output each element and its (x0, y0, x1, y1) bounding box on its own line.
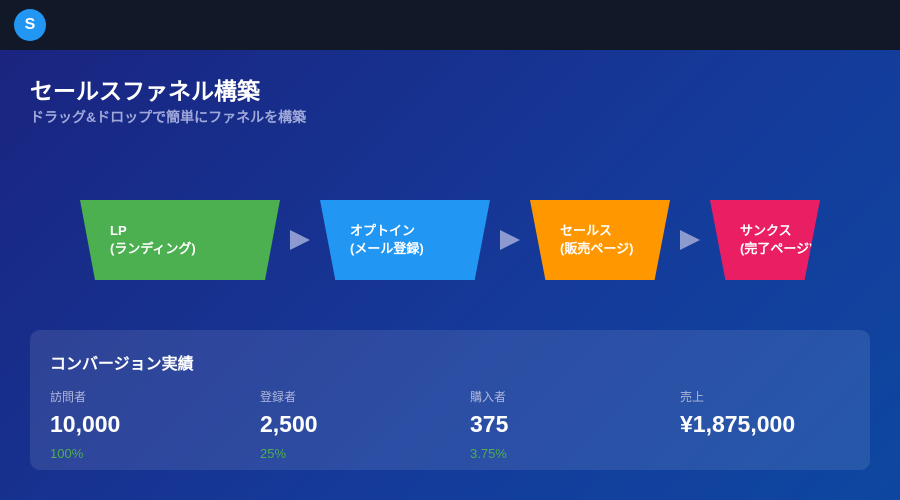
arrow-right-icon (290, 230, 310, 250)
metric-sales: 売上 ¥1,875,000 (680, 388, 795, 438)
funnel-stage-sales[interactable]: セールス (販売ページ) (530, 200, 670, 280)
metric-purchasers: 購入者 375 3.75% (470, 388, 508, 461)
card-title: コンバージョン実績 (50, 356, 194, 373)
stage-subtitle: (完了ページ) (740, 241, 814, 256)
stage-title: サンクス (740, 223, 792, 238)
metric-value: 2,500 (260, 411, 318, 437)
metric-label: 訪問者 (50, 390, 87, 404)
metric-value: 10,000 (50, 411, 121, 437)
metric-value: 375 (470, 411, 509, 437)
metric-percent: 100% (50, 446, 84, 461)
stage-title: オプトイン (350, 223, 416, 238)
metric-visitors: 訪問者 10,000 100% (50, 388, 120, 461)
funnel-stage-lp[interactable]: LP (ランディング) (80, 200, 280, 280)
metric-registrations: 登録者 2,500 25% (260, 388, 318, 461)
metric-percent: 25% (260, 446, 287, 461)
stage-subtitle: (販売ページ) (560, 241, 634, 256)
metric-label: 登録者 (260, 390, 297, 404)
conversion-card: コンバージョン実績 訪問者 10,000 100% 登録者 2,500 25% … (30, 330, 870, 470)
stage-subtitle: (メール登録) (350, 241, 424, 256)
metric-label: 売上 (680, 390, 705, 404)
metric-percent: 3.75% (470, 446, 507, 461)
arrow-right-icon (500, 230, 520, 250)
stage-title: セールス (560, 223, 613, 238)
arrow-right-icon (680, 230, 700, 250)
stage-subtitle: (ランディング) (110, 241, 196, 256)
funnel-stage-optin[interactable]: オプトイン (メール登録) (320, 200, 490, 280)
metric-label: 購入者 (470, 390, 507, 404)
metric-value: ¥1,875,000 (680, 411, 796, 437)
logo-avatar[interactable]: S (14, 9, 46, 41)
page-title: セールスファネル構築 (30, 78, 260, 104)
funnel-stage-thanks[interactable]: サンクス (完了ページ) (710, 200, 820, 280)
stage-title: LP (110, 223, 127, 238)
top-bar: S (0, 0, 900, 50)
page-subtitle: ドラッグ&ドロップで簡単にファネルを構築 (30, 109, 307, 125)
